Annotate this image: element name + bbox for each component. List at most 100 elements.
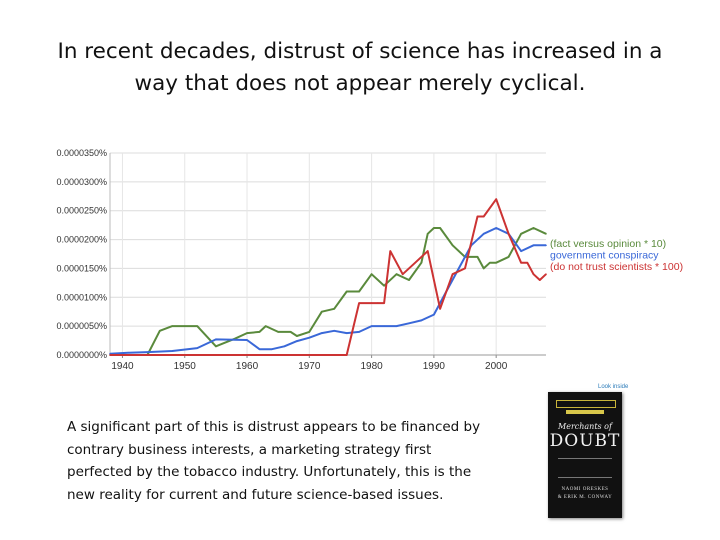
series-1-data-point (320, 310, 323, 313)
caption-text: A significant part of this is distrust a… (67, 416, 517, 506)
series-1-data-point (289, 331, 292, 333)
series-1-data-point (545, 233, 547, 235)
series-3-data-point (439, 308, 441, 310)
series-2-data-point (420, 319, 423, 322)
series-2-data-point (283, 345, 286, 348)
caption-line-1: A significant part of this is distrust a… (67, 419, 481, 435)
book-cover-tag (556, 400, 616, 408)
series-2-data-point (408, 322, 410, 325)
series-2-data-point (333, 329, 336, 332)
look-inside-label: Look inside (598, 384, 629, 390)
series-2-data-point (383, 325, 385, 327)
series-1-data-point (520, 233, 522, 235)
series-3-data-point (507, 233, 510, 235)
series-1-data-point (383, 284, 385, 287)
book-author-2: & ERIK M. CONWAY (557, 495, 613, 500)
series-1-data-point (395, 273, 398, 276)
series-1-data-point (308, 331, 311, 333)
series-3-data-point (414, 261, 417, 264)
y-tick-label: 0.0000200% (56, 235, 107, 245)
caption-line-4: new reality for current and future scien… (67, 486, 444, 503)
series-2-data-point (370, 325, 373, 327)
book-title-line-1: Merchants of (558, 422, 612, 431)
series-3-data-point (451, 273, 454, 276)
series-2-data-point (127, 351, 130, 354)
y-tick-label: 0.0000250% (56, 206, 107, 216)
book-authors: NAOMI ORESKES & ERIK M. CONWAY (548, 486, 622, 502)
series-3-data-point (482, 215, 485, 218)
series-2-data-point (171, 350, 174, 352)
series-2-data-point (296, 340, 298, 342)
series-3-data-point (464, 267, 466, 270)
slide-title: In recent decades, distrust of science h… (20, 36, 700, 100)
slide-title-line-1: In recent decades, distrust of science h… (57, 39, 663, 64)
book-title-line-2: DOUBT (549, 431, 621, 451)
series-3-data-point (520, 261, 522, 264)
series-1-data-point (476, 256, 479, 258)
series-2-data-point (495, 227, 497, 229)
series-2-data-point (532, 244, 535, 247)
series-1-data-point (296, 335, 298, 337)
series-1-data-point (451, 244, 454, 247)
series-2-data-point (395, 325, 398, 327)
x-tick-label: 1990 (423, 361, 446, 372)
series-1-data-point (264, 325, 267, 327)
x-tick-label: 2000 (485, 361, 508, 372)
caption-line-3: perfected by the tobacco industry. Unfor… (67, 464, 472, 481)
series-line-1 (110, 227, 547, 356)
series-1-data-point (489, 261, 491, 264)
series-2-data-point (146, 351, 149, 353)
legend-label-1: (fact versus opinion * 10) (550, 238, 666, 250)
x-tick-label: 1950 (174, 361, 197, 372)
series-2-data-point (271, 348, 273, 351)
series-1-data-point (426, 233, 429, 235)
series-2-data-point (215, 338, 217, 341)
series-2-data-point (246, 339, 248, 341)
series-3-data-point (495, 198, 497, 200)
book-cover-image: Merchants of DOUBT NAOMI ORESKES & ERIK … (548, 392, 622, 518)
series-1-data-point (215, 345, 217, 348)
series-2-data-point (433, 313, 435, 316)
series-3-data-point (538, 279, 541, 281)
series-2-data-point (320, 332, 323, 334)
caption-line-2: contrary business interests, a marketing… (67, 441, 432, 458)
series-2-data-point (345, 332, 348, 334)
series-3-data-point (345, 354, 348, 356)
legend-label-2: government conspiracy (550, 250, 659, 262)
series-1-data-point (171, 325, 174, 327)
series-1-data-point (258, 331, 261, 333)
series-2-data-point (545, 244, 547, 247)
book-cover-subtitle-block (558, 458, 612, 478)
series-1-data-point (159, 329, 161, 332)
series-2-data-point (258, 348, 261, 351)
series-1-data-point (277, 331, 279, 333)
series-3-data-point (370, 302, 373, 304)
series-3-data-point (401, 273, 404, 276)
slide-title-line-2: way that does not appear merely cyclical… (134, 71, 586, 96)
series-3-data-point (476, 215, 479, 218)
series-2-data-point (196, 347, 198, 349)
series-1-data-point (420, 261, 423, 264)
series-3-data-point (532, 273, 535, 276)
series-2-data-point (482, 233, 485, 235)
series-1-data-point (183, 325, 186, 327)
y-tick-label: 0.0000000% (56, 350, 107, 360)
series-3-data-point (377, 302, 379, 304)
x-tick-label: 1960 (236, 361, 259, 372)
series-1-data-point (408, 279, 410, 281)
x-tick-label: 1940 (111, 361, 134, 372)
series-1-data-point (196, 325, 198, 327)
series-3-data-point (426, 250, 429, 252)
series-1-data-point (358, 290, 360, 293)
series-3-data-point (358, 302, 360, 304)
legend-label-3: (do not trust scientists * 100) (550, 261, 683, 273)
series-3-data-point (501, 215, 504, 218)
x-tick-label: 1980 (360, 361, 383, 372)
book-author-1: NAOMI ORESKES (561, 487, 609, 492)
series-2-data-point (458, 267, 460, 270)
series-1-data-point (345, 290, 348, 293)
series-1-data-point (433, 227, 435, 229)
series-3-data-point (545, 273, 547, 276)
series-1-data-point (333, 308, 336, 310)
series-2-data-point (358, 331, 360, 333)
